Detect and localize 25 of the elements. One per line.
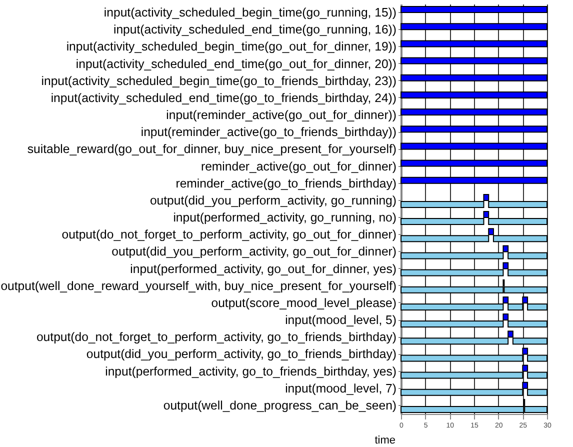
y-tick-label: input(performed_activity, go_out_for_dinner, yes) [130, 262, 396, 276]
y-tick-label: input(activity_scheduled_end_time(go_to_friends_birthday, 24)) [50, 90, 396, 105]
x-axis-title: time [374, 434, 396, 446]
y-tick-label: output(did_you_perform_activity, go_out_for_dinner) [112, 244, 396, 259]
y-tick-label: output(did_you_perform_activity, go_running) [150, 193, 396, 208]
y-tick-label: output(do_not_forget_to_perform_activity, go_out_for_dinner) [62, 228, 396, 242]
y-tick-label: input(mood_level, 7) [285, 381, 396, 396]
y-tick-label: output(well_done_reward_yourself_with, buy_nice_present_for_yourself) [0, 278, 396, 293]
y-tick-label: input(activity_scheduled_begin_time(go_out_for_dinner, 19)) [66, 40, 396, 54]
y-tick-label: input(reminder_active(go_to_friends_birthday)) [140, 125, 396, 140]
y-tick-label: input(activity_scheduled_end_time(go_out_for_dinner, 20)) [76, 56, 396, 71]
y-tick-label: input(mood_level, 5) [285, 313, 396, 328]
y-tick-label: output(did_you_perform_activity, go_to_friends_birthday) [86, 347, 396, 362]
y-tick-label: output(score_mood_level_please) [211, 296, 396, 310]
y-tick-label: reminder_active(go_to_friends_birthday) [176, 176, 396, 190]
y-tick-label: input(activity_scheduled_begin_time(go_running, 15)) [104, 6, 396, 20]
y-tick-label: output(do_not_forget_to_perform_activity, go_to_friends_birthday) [36, 330, 396, 344]
y-tick-label: suitable_reward(go_out_for_dinner, buy_nice_present_for_yourself) [27, 142, 396, 156]
y-tick-label: reminder_active(go_out_for_dinner) [201, 159, 396, 174]
y-tick-label: input(activity_scheduled_begin_time(go_to_friends_birthday, 23)) [41, 74, 396, 88]
y-tick-label: input(performed_activity, go_running, no) [173, 210, 396, 225]
y-tick-label: input(reminder_active(go_out_for_dinner)) [166, 108, 396, 122]
y-tick-label: input(performed_activity, go_to_friends_birthday, yes) [105, 364, 396, 378]
y-tick-label: output(well_done_progress_can_be_seen) [163, 398, 396, 412]
y-tick-label: input(activity_scheduled_end_time(go_running, 16)) [113, 22, 396, 37]
